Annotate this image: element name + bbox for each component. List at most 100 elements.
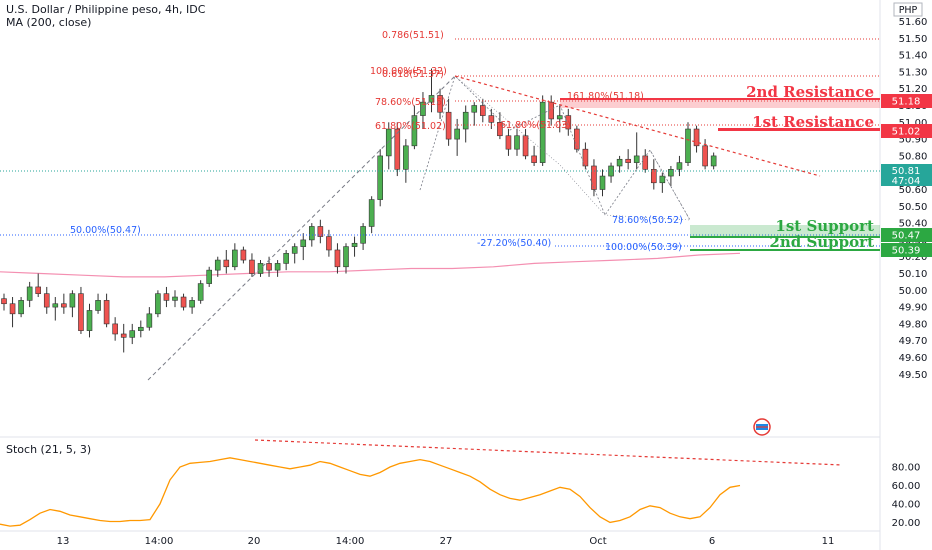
price-tick: 50.80: [899, 151, 928, 162]
price-tick: 49.80: [899, 319, 928, 330]
currency-tag-box[interactable]: [893, 2, 923, 17]
price-tick: 50.60: [899, 185, 928, 196]
candle-up: [659, 175, 666, 184]
price-tick: 51.60: [899, 17, 928, 28]
stoch-tick: 40.00: [892, 499, 921, 510]
price-tick: 50.40: [899, 219, 928, 230]
price-tick: 50.00: [899, 286, 928, 297]
candle-up: [300, 239, 307, 247]
flag-51-18: 51.18: [892, 97, 921, 108]
fib-label-1618: 161.80%(51.18): [567, 91, 644, 102]
candle-up: [172, 296, 178, 301]
candle-down: [317, 226, 324, 237]
flag-50-47-bg: [881, 228, 932, 242]
candle-down: [61, 303, 67, 308]
pattern-zigzag: [419, 75, 691, 221]
candle-up: [471, 105, 478, 113]
stoch-layer: [0, 457, 741, 527]
candle-down: [497, 122, 503, 137]
s1-label: 1st Support: [775, 217, 874, 235]
last-price-bg: [881, 164, 932, 186]
candle-down: [650, 169, 657, 184]
candle-down: [522, 135, 529, 157]
time-tick: 14:00: [336, 536, 365, 547]
r2-label: 2nd Resistance: [746, 83, 874, 101]
candle-down: [1, 298, 7, 305]
candle-up: [206, 269, 212, 284]
candle-up: [676, 162, 683, 170]
candle-down: [163, 293, 170, 301]
stoch-indicator-label[interactable]: Stoch (21, 5, 3): [6, 443, 92, 456]
price-tick: 51.30: [899, 67, 928, 78]
stoch-tick: 60.00: [892, 481, 921, 492]
price-tick: 49.90: [899, 303, 928, 314]
candle-down: [334, 249, 341, 268]
price-tick: 51.40: [899, 51, 928, 62]
candle-down: [437, 95, 443, 113]
candle-up: [462, 111, 469, 130]
candle-up: [608, 165, 614, 177]
candle-up: [69, 293, 76, 308]
candle-up: [343, 246, 349, 268]
candle-down: [445, 111, 452, 140]
price-tick: 51.20: [899, 84, 928, 95]
r1-label: 1st Resistance: [752, 113, 874, 131]
time-tick: 13: [57, 536, 70, 547]
s2-label: 2nd Support: [769, 233, 874, 251]
flag-51-02-bg: [881, 124, 932, 138]
fib-label-272: -27.20%(50.40): [477, 238, 551, 249]
fib-label-786: 78.60%(51.15): [375, 97, 446, 108]
candle-up: [146, 313, 153, 328]
price-tick: 49.50: [899, 370, 928, 381]
candle-up: [52, 303, 59, 308]
candle-up: [420, 101, 426, 116]
candle-up: [351, 242, 358, 247]
candle-down: [240, 249, 247, 261]
candle-up: [189, 300, 195, 308]
candle-up: [599, 175, 606, 190]
price-axis: 51.6051.5051.4051.3051.2051.1051.0050.90…: [899, 17, 928, 381]
stoch-trendline: [254, 439, 843, 466]
candle-up: [710, 155, 717, 167]
candle-up: [129, 330, 136, 338]
s2-zone-line: [690, 249, 880, 251]
price-tick: 50.20: [899, 252, 928, 263]
currency-tag: PHP: [899, 5, 918, 16]
last-price: 50.81: [892, 166, 921, 177]
candle-up: [257, 263, 264, 274]
candle-down: [249, 259, 255, 274]
flag-50-47: 50.47: [892, 231, 921, 242]
candle-down: [223, 259, 230, 268]
flag-50-39-bg: [881, 243, 932, 257]
price-tick: 49.60: [899, 353, 928, 364]
candle-up: [138, 326, 144, 331]
economic-event-icon[interactable]: [753, 418, 771, 436]
candle-up: [26, 286, 33, 301]
candle-up: [86, 310, 93, 331]
candle-down: [582, 148, 589, 167]
candle-up: [232, 249, 238, 268]
candle-down: [120, 333, 127, 338]
price-tick: 50.50: [899, 202, 928, 213]
candle-down: [112, 323, 118, 335]
countdown: 47:04: [892, 176, 921, 187]
candle-up: [403, 145, 409, 170]
candle-up: [685, 128, 691, 163]
candle-up: [385, 128, 392, 157]
candle-down: [642, 155, 649, 170]
s1-zone: [690, 225, 880, 237]
fib-label-100: 100.00%(51.32): [370, 66, 447, 77]
time-tick: 20: [248, 536, 261, 547]
fib-label-0618: 0.618(51.37): [382, 69, 444, 80]
candle-down: [625, 158, 631, 163]
fib-label-50: 50.00%(50.47): [70, 225, 141, 236]
ma-indicator-label[interactable]: MA (200, close): [6, 16, 92, 29]
time-tick: 27: [440, 536, 453, 547]
candle-down: [505, 135, 512, 150]
candle-down: [531, 155, 537, 163]
time-tick: 11: [822, 536, 835, 547]
price-flags: 51.18 51.02 50.81 47:04 50.47 50.39: [881, 94, 932, 257]
time-tick: Oct: [589, 536, 606, 547]
candle-down: [488, 115, 495, 123]
